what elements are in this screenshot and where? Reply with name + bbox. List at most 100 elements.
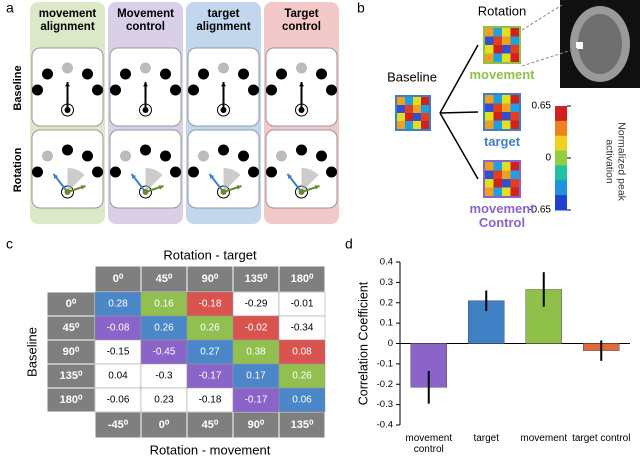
cell-value: -0.17 (245, 395, 268, 406)
target-dot (198, 151, 209, 162)
x-tick-label: target (456, 433, 516, 444)
matrix-cell (511, 162, 520, 171)
target-dot (140, 145, 151, 156)
y-tick-label: -0.1 (377, 358, 393, 369)
x-tick-label: target control (571, 433, 631, 444)
target-dot (62, 63, 73, 74)
start-dot (65, 107, 71, 113)
cell-value: -0.3 (155, 371, 173, 382)
colorbar-segment (555, 151, 567, 166)
matrix-cell (405, 113, 413, 121)
cell-value: -0.29 (245, 299, 268, 310)
matrix-cell (494, 104, 503, 113)
cell-value: -0.15 (107, 347, 130, 358)
matrix-cell (502, 45, 511, 54)
matrix-cell (485, 112, 494, 121)
header-text: 0⁰ (113, 273, 124, 285)
target-dot (266, 85, 277, 96)
matrix-cell (502, 188, 511, 197)
matrix-cell (421, 113, 429, 121)
target-dot (248, 85, 259, 96)
matrix-cell (494, 45, 503, 54)
y-axis-label: Correlation Coefficient (356, 281, 370, 405)
header-text: 90⁰ (248, 419, 265, 431)
matrix-cell (502, 54, 511, 63)
cell-value: 0.27 (200, 347, 220, 358)
cell-value: 0.23 (154, 395, 174, 406)
cell-value: 0.17 (246, 371, 266, 382)
colorbar-segment (555, 165, 567, 180)
start-dot (299, 107, 305, 113)
target-dot (218, 145, 229, 156)
cell-value: -0.45 (153, 347, 176, 358)
colorbar-segment (555, 180, 567, 195)
matrix-cell (511, 45, 520, 54)
matrix-cell (502, 104, 511, 113)
matrix-cell (494, 54, 503, 63)
target-dot (248, 167, 259, 178)
matrix-cell (421, 105, 429, 113)
target-dot (198, 69, 209, 80)
target-dot (32, 167, 43, 178)
target-dot (92, 167, 103, 178)
matrix-cell (405, 105, 413, 113)
matrix-cell (485, 45, 494, 54)
matrix-cell (413, 97, 421, 105)
target-dot (170, 85, 181, 96)
row-label: Baseline (12, 65, 24, 110)
x-tick-label: movement control (399, 433, 459, 455)
matrix-cell (502, 179, 511, 188)
target-dot (188, 167, 199, 178)
matrix-cell (485, 28, 494, 37)
matrix-cell (413, 113, 421, 121)
matrix-cell (511, 112, 520, 121)
cell-value: 0.06 (292, 395, 312, 406)
cell-value: -0.01 (291, 299, 314, 310)
panel-label: c (6, 236, 13, 252)
colorbar-tick-label: 0.65 (532, 101, 552, 112)
target-dot (110, 167, 121, 178)
y-tick-label: -0.2 (377, 379, 393, 390)
header-text: 135⁰ (245, 273, 268, 285)
target-dot (238, 69, 249, 80)
target-dot (276, 151, 287, 162)
cell-value: -0.02 (245, 323, 268, 334)
target-dot (296, 145, 307, 156)
matrix-cell (511, 95, 520, 104)
condition-label: target (460, 135, 544, 149)
y-tick-label: -0.3 (377, 399, 393, 410)
cell-value: 0.26 (200, 323, 220, 334)
target-dot (120, 69, 131, 80)
header-text: 180⁰ (60, 394, 83, 406)
matrix-cell (485, 162, 494, 171)
matrix-cell (511, 37, 520, 46)
matrix-cell (397, 121, 405, 129)
target-dot (218, 63, 229, 74)
column-title: target alignment (186, 8, 261, 33)
header-text: 0⁰ (66, 298, 77, 310)
header-text: 90⁰ (202, 273, 219, 285)
start-dot (143, 189, 149, 195)
matrix-cell (494, 28, 503, 37)
target-dot (120, 151, 131, 162)
table-ylabel: Baseline (24, 327, 39, 377)
header-text: 45⁰ (156, 273, 173, 285)
header-text: 45⁰ (63, 322, 80, 334)
target-dot (296, 63, 307, 74)
connector (522, 5, 562, 30)
matrix-cell (502, 112, 511, 121)
cell-value: 0.04 (108, 371, 128, 382)
header-text: 135⁰ (60, 370, 83, 382)
header-text: 45⁰ (202, 419, 219, 431)
matrix-cell (494, 162, 503, 171)
target-dot (110, 85, 121, 96)
matrix-cell (421, 121, 429, 129)
matrix-cell (511, 54, 520, 63)
matrix-cell (413, 121, 421, 129)
column-title: movement alignment (30, 8, 105, 33)
colorbar-label: Normalized peak activation (603, 107, 626, 217)
target-dot (160, 69, 171, 80)
colorbar-segment (555, 106, 567, 121)
matrix-cell (494, 188, 503, 197)
link (440, 112, 478, 113)
